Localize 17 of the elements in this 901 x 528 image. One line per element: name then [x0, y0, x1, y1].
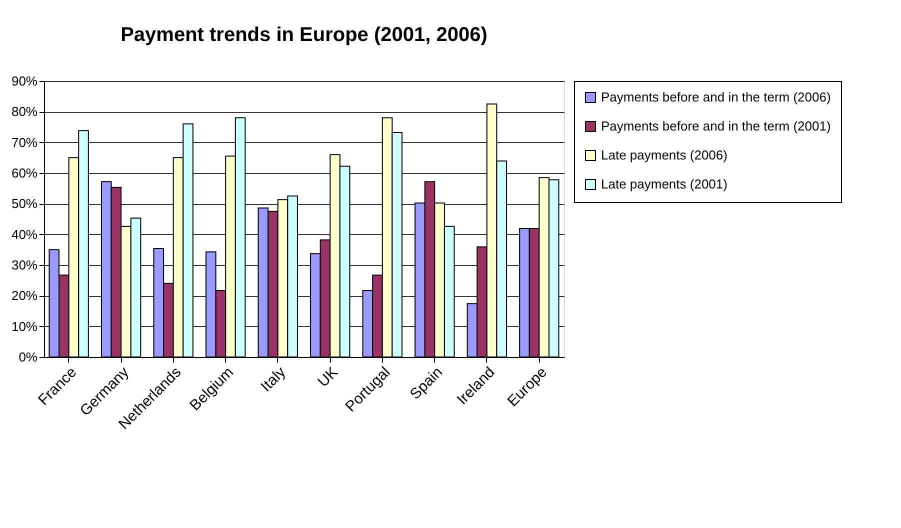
y-tick-label: 80%: [11, 104, 38, 120]
y-tick-label: 70%: [11, 134, 38, 150]
y-tick-label: 40%: [11, 226, 38, 242]
y-tick-label: 50%: [11, 196, 38, 212]
legend-label: Payments before and in the term (2001): [601, 118, 831, 134]
y-tick-label: 60%: [11, 166, 38, 180]
y-tick-label: 20%: [11, 288, 38, 304]
y-tick-label: 90%: [11, 74, 38, 88]
x-tick-label: UK: [314, 364, 342, 391]
y-tick-label: 0%: [18, 350, 38, 364]
legend-label: Payments before and in the term (2006): [601, 90, 831, 104]
y-tick-label: 30%: [11, 258, 38, 272]
chart-title: Payment trends in Europe (2001, 2006): [120, 24, 488, 46]
x-tick-label: Italy: [258, 363, 290, 396]
legend-label: Late payments (2001): [601, 176, 728, 192]
y-tick-label: 10%: [11, 318, 38, 334]
legend-label: Late payments (2006): [601, 148, 728, 162]
